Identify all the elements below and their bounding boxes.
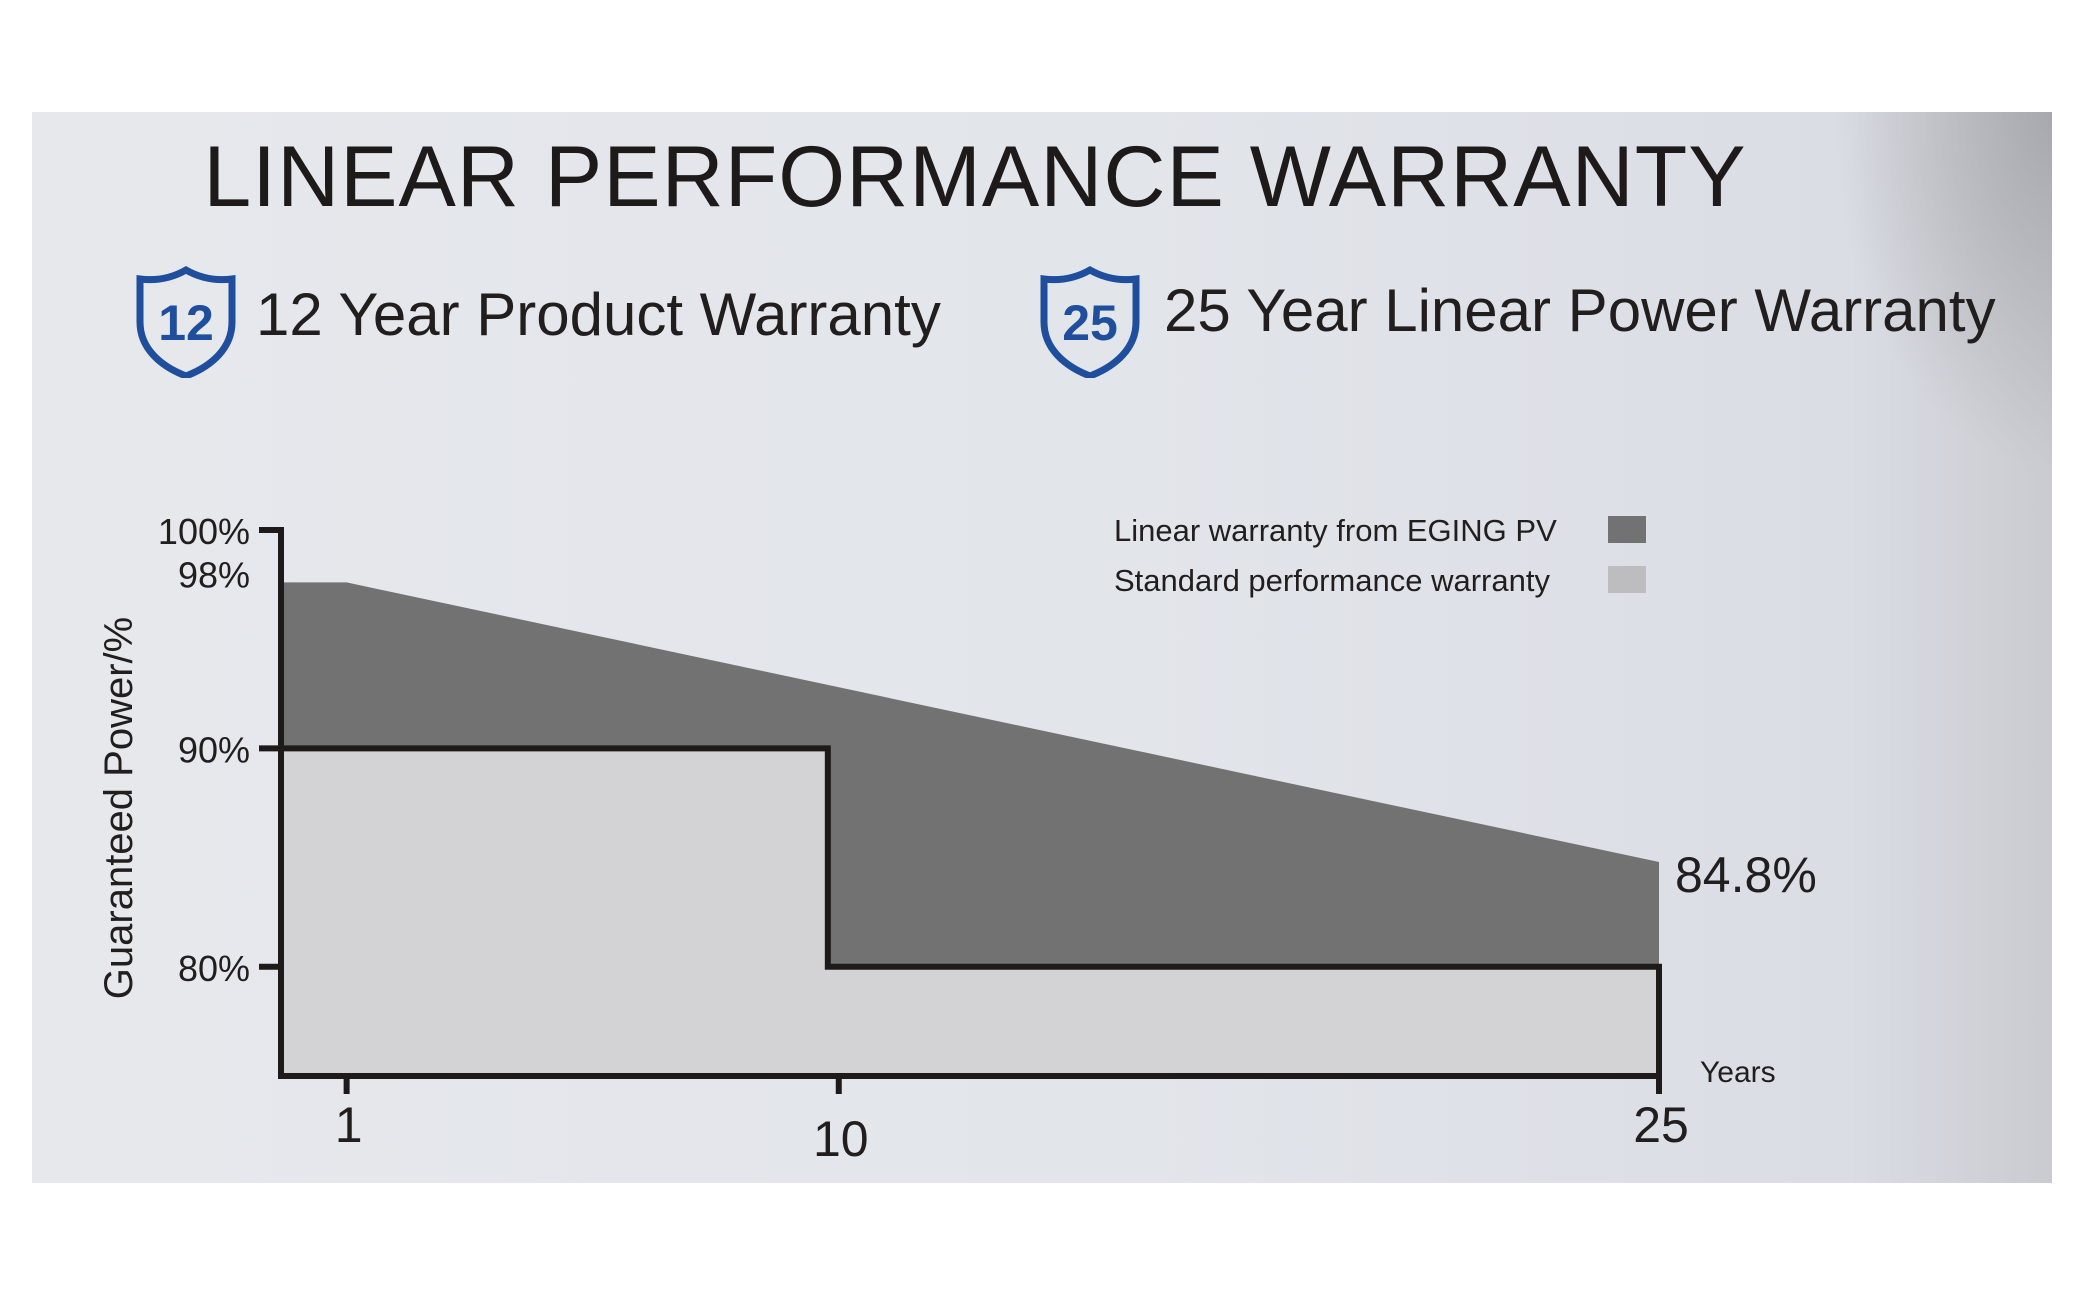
power-warranty-label: 25 Year Linear Power Warranty: [1164, 277, 1996, 344]
page-title: LINEAR PERFORMANCE WARRANTY: [203, 129, 1747, 225]
x-tick-label: 25: [1633, 1097, 1689, 1153]
panel-shading: [1832, 112, 2052, 472]
y-tick-label: 90%: [178, 729, 250, 770]
legend-swatch: [1608, 516, 1646, 543]
badge-number: 12: [158, 295, 214, 351]
y-tick-label: 98%: [178, 555, 250, 596]
chart-legend: Linear warranty from EGING PV Standard pe…: [1114, 513, 1646, 598]
shield-icon: 25: [1040, 266, 1140, 378]
legend-label: Linear warranty from EGING PV: [1114, 513, 1557, 548]
x-tick-label: 1: [335, 1097, 363, 1153]
chart-axes: [278, 527, 1659, 1079]
standard-warranty-line: [281, 745, 1662, 1076]
y-axis-label: Guaranteed Power/%: [97, 617, 141, 999]
y-tick-label: 80%: [178, 948, 250, 989]
axis-ticks: 100%98% 90% 80% 1 10 25: [158, 511, 1689, 1167]
legend-swatch: [1608, 566, 1646, 593]
badge-number: 25: [1062, 295, 1118, 351]
product-warranty-label: 12 Year Product Warranty: [256, 281, 941, 348]
standard-warranty-area: [281, 748, 1659, 1076]
x-axis-label: Years: [1700, 1056, 1776, 1089]
legend-label: Standard performance warranty: [1114, 563, 1550, 598]
x-tick-label: 10: [813, 1111, 869, 1167]
end-value-label: 84.8%: [1675, 847, 1817, 903]
shield-icon: 12: [136, 266, 236, 378]
y-tick-label: 100%: [158, 511, 250, 552]
